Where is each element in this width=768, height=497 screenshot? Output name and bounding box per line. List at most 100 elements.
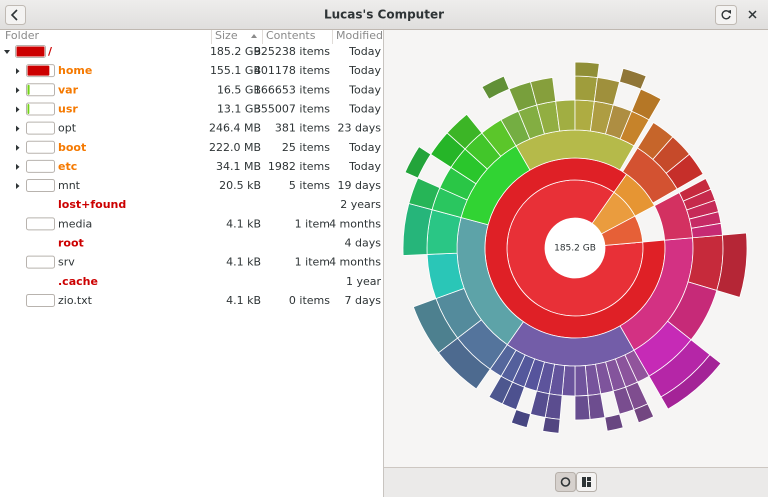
folder-row[interactable]: etc 34.1 MB 1982 items Today (16, 159, 381, 173)
size: 4.1 kB (226, 294, 261, 307)
folder-name: media (58, 217, 92, 230)
window-title: Lucas's Computer (324, 8, 444, 22)
sunburst-segment (604, 413, 624, 432)
sunburst-segment (574, 395, 591, 421)
close-button[interactable] (748, 10, 757, 19)
modified: 19 days (338, 179, 382, 192)
header-bar (0, 0, 768, 30)
sunburst-segment (404, 146, 432, 179)
folder-row[interactable]: boot 222.0 MB 25 items Today (16, 140, 381, 154)
folder-row[interactable]: media 4.1 kB 1 item 4 months (26, 217, 382, 231)
size: 4.1 kB (226, 217, 261, 230)
center-label: 185.2 GB (554, 244, 596, 254)
folder-name: opt (58, 122, 77, 135)
column-header: Folder (5, 29, 39, 42)
folder-name: mnt (58, 179, 81, 192)
folder-row[interactable]: mnt 20.5 kB 5 items 19 days (16, 179, 382, 193)
contents: 166653 items (254, 83, 330, 96)
folder-name: home (58, 64, 92, 77)
usage-bar (26, 255, 55, 269)
modified: 7 days (345, 294, 382, 307)
contents: 355007 items (254, 102, 330, 115)
sunburst-segment (716, 232, 748, 298)
size: 222.0 MB (209, 141, 261, 154)
folder-name: lost+found (58, 198, 126, 211)
size: 246.4 MB (209, 122, 261, 135)
usage-bar (26, 102, 55, 116)
sunburst-segment (660, 354, 722, 410)
folder-name: .cache (58, 275, 98, 288)
sunburst-segment (574, 75, 598, 102)
folder-row[interactable]: zio.txt 4.1 kB 0 items 7 days (26, 293, 382, 307)
sunburst-segment (690, 222, 723, 239)
usage-fill (27, 84, 30, 95)
folder-name: etc (58, 160, 77, 173)
sunburst-segment (446, 113, 483, 150)
size: 185.2 GB (210, 45, 261, 58)
folder-row[interactable]: lost+found 2 years (58, 198, 381, 211)
usage-fill (16, 46, 45, 57)
rings-view-button[interactable] (555, 472, 576, 492)
folder-name: boot (58, 141, 86, 154)
contents: 25 items (282, 141, 330, 154)
sunburst-segment (529, 77, 557, 106)
sunburst-segment (612, 386, 635, 415)
expander (16, 68, 20, 75)
rows: Folder Size Contents Modified / 185.2 GB92523… (4, 29, 383, 307)
modified: Today (348, 83, 381, 96)
modified: 1 year (346, 275, 382, 288)
expander (16, 144, 20, 151)
treemap-view-button[interactable] (576, 472, 597, 492)
folder-row[interactable]: .cache 1 year (58, 275, 381, 288)
expander (4, 50, 10, 54)
column-header: Contents (266, 29, 316, 42)
contents: 381 items (275, 122, 330, 135)
size: 20.5 kB (219, 179, 261, 192)
sort-indicator (251, 34, 257, 38)
contents: 0 items (289, 294, 330, 307)
folder-row[interactable]: root 4 days (58, 237, 381, 250)
column-header: Size (215, 29, 238, 42)
contents: 5 items (289, 179, 330, 192)
usage-bar (26, 159, 55, 173)
sunburst-segment (574, 61, 600, 78)
expander (16, 125, 20, 132)
size: 16.5 GB (217, 83, 261, 96)
refresh-button[interactable] (715, 5, 737, 25)
usage-bar (26, 83, 55, 97)
sunburst-segment (481, 75, 510, 100)
folder-name: root (58, 237, 84, 250)
folder-name: var (58, 83, 79, 96)
modified: 4 months (329, 256, 381, 269)
usage-bar (26, 217, 55, 231)
size: 13.1 GB (217, 102, 261, 115)
modified: Today (348, 160, 381, 173)
back-button[interactable] (5, 5, 26, 25)
size: 4.1 kB (226, 256, 261, 269)
size: 155.1 GB (210, 64, 261, 77)
sunburst-center (545, 218, 605, 278)
sunburst-segment (510, 409, 531, 429)
folder-row[interactable]: srv 4.1 kB 1 item 4 months (26, 255, 382, 269)
sunburst-segment (488, 375, 513, 405)
sunburst-segment (574, 365, 589, 397)
sunburst-segment (412, 298, 459, 354)
folder-name: zio.txt (58, 294, 93, 307)
usage-fill (27, 65, 50, 76)
usage-fill (27, 103, 30, 114)
sunburst-segment (542, 416, 561, 434)
folder-row[interactable]: opt 246.4 MB 381 items 23 days (16, 121, 381, 135)
sunburst-segment (633, 403, 655, 424)
column-header: Modified (336, 29, 383, 42)
contents: 925238 items (254, 45, 330, 58)
modified: Today (348, 141, 381, 154)
size: 34.1 MB (216, 160, 261, 173)
contents: 1 item (295, 256, 330, 269)
expander (16, 163, 20, 170)
sunburst-segment (593, 77, 621, 106)
expander (16, 87, 20, 94)
